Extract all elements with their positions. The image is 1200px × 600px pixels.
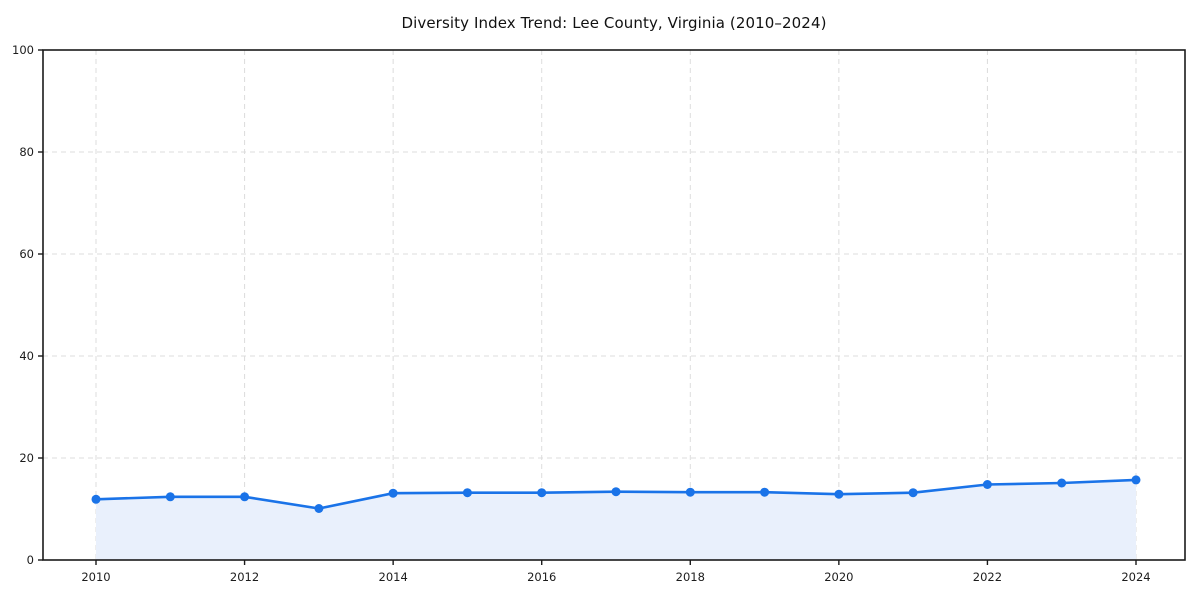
data-point-marker	[685, 487, 695, 497]
data-point-marker	[834, 489, 844, 499]
data-point-marker	[1057, 478, 1067, 488]
x-tick-label: 2012	[230, 570, 259, 584]
data-point-marker	[240, 492, 250, 502]
data-point-marker	[1131, 475, 1141, 485]
x-tick-label: 2024	[1121, 570, 1150, 584]
data-point-marker	[611, 487, 621, 497]
chart-title: Diversity Index Trend: Lee County, Virgi…	[401, 14, 827, 32]
x-tick-label: 2016	[527, 570, 556, 584]
x-tick-label: 2020	[824, 570, 853, 584]
x-tick-label: 2010	[81, 570, 110, 584]
data-point-marker	[388, 488, 398, 498]
data-point-marker	[537, 488, 547, 498]
x-tick-label: 2014	[379, 570, 408, 584]
data-point-marker	[908, 488, 918, 498]
data-point-marker	[314, 504, 324, 513]
y-tick-label: 40	[19, 349, 34, 363]
y-tick-label: 20	[19, 451, 34, 465]
plot-border	[42, 49, 1186, 561]
series-area-fill	[96, 479, 1136, 560]
data-point-marker	[462, 488, 472, 498]
x-tick-label: 2022	[973, 570, 1002, 584]
x-axis-ticks: 2010 2012 2014 2016 2018 2020 2022 2024	[81, 560, 1151, 584]
data-point-marker	[760, 487, 770, 497]
y-tick-label: 80	[19, 145, 34, 159]
y-tick-label: 60	[19, 247, 34, 261]
x-tick-label: 2018	[676, 570, 705, 584]
data-point-marker	[91, 494, 101, 504]
data-point-marker	[982, 480, 992, 489]
y-axis-ticks: 0 20 40 60 80 100	[12, 43, 43, 567]
y-tick-label: 0	[27, 553, 34, 567]
data-point-marker	[165, 492, 175, 502]
y-tick-label: 100	[12, 43, 34, 57]
series-markers	[91, 475, 1141, 513]
